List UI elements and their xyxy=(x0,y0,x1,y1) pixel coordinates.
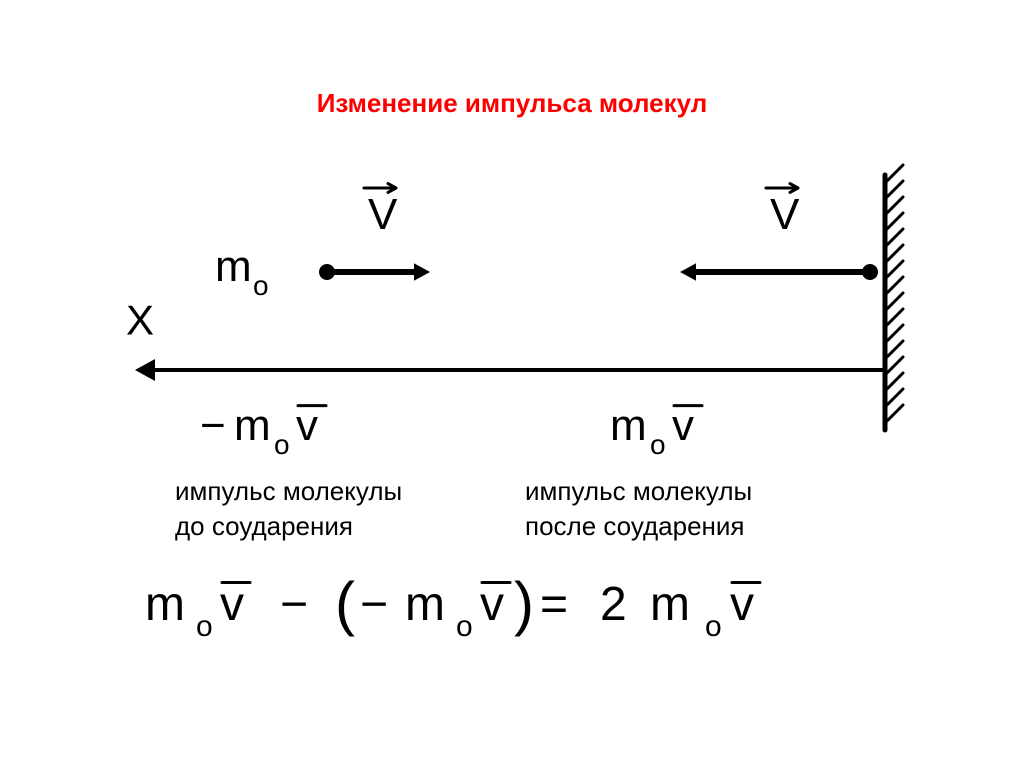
slide: Изменение импульса молекул XmoVV−movmovи… xyxy=(0,0,1024,767)
svg-text:m: m xyxy=(215,242,252,291)
svg-text:v: v xyxy=(480,578,504,631)
svg-text:o: o xyxy=(456,610,473,643)
svg-text:v: v xyxy=(730,578,754,631)
svg-text:m: m xyxy=(234,401,271,450)
svg-text:2: 2 xyxy=(600,578,627,631)
svg-text:=: = xyxy=(540,578,568,631)
svg-text:импульс молекулы: импульс молекулы xyxy=(525,476,752,506)
svg-text:−: − xyxy=(200,401,226,450)
svg-text:до соударения: до соударения xyxy=(175,511,353,541)
svg-text:v: v xyxy=(672,401,694,450)
svg-text:o: o xyxy=(705,610,722,643)
svg-text:v: v xyxy=(220,578,244,631)
svg-text:o: o xyxy=(196,610,213,643)
svg-text:m: m xyxy=(610,401,647,450)
svg-text:(: ( xyxy=(335,570,355,637)
svg-text:o: o xyxy=(253,270,269,301)
svg-text:m: m xyxy=(650,578,690,631)
svg-text:V: V xyxy=(770,190,800,239)
svg-text:m: m xyxy=(405,578,445,631)
svg-text:X: X xyxy=(126,297,154,344)
svg-text:m: m xyxy=(145,578,185,631)
svg-text:v: v xyxy=(296,401,318,450)
svg-text:после соударения: после соударения xyxy=(525,511,745,541)
svg-text:импульс молекулы: импульс молекулы xyxy=(175,476,402,506)
svg-text:V: V xyxy=(368,190,398,239)
svg-text:−: − xyxy=(360,578,388,631)
physics-diagram: XmoVV−movmovимпульс молекулыдо соударени… xyxy=(0,0,1024,767)
svg-text:o: o xyxy=(650,429,666,460)
svg-text:−: − xyxy=(280,578,308,631)
svg-text:): ) xyxy=(514,570,534,637)
svg-text:o: o xyxy=(274,429,290,460)
